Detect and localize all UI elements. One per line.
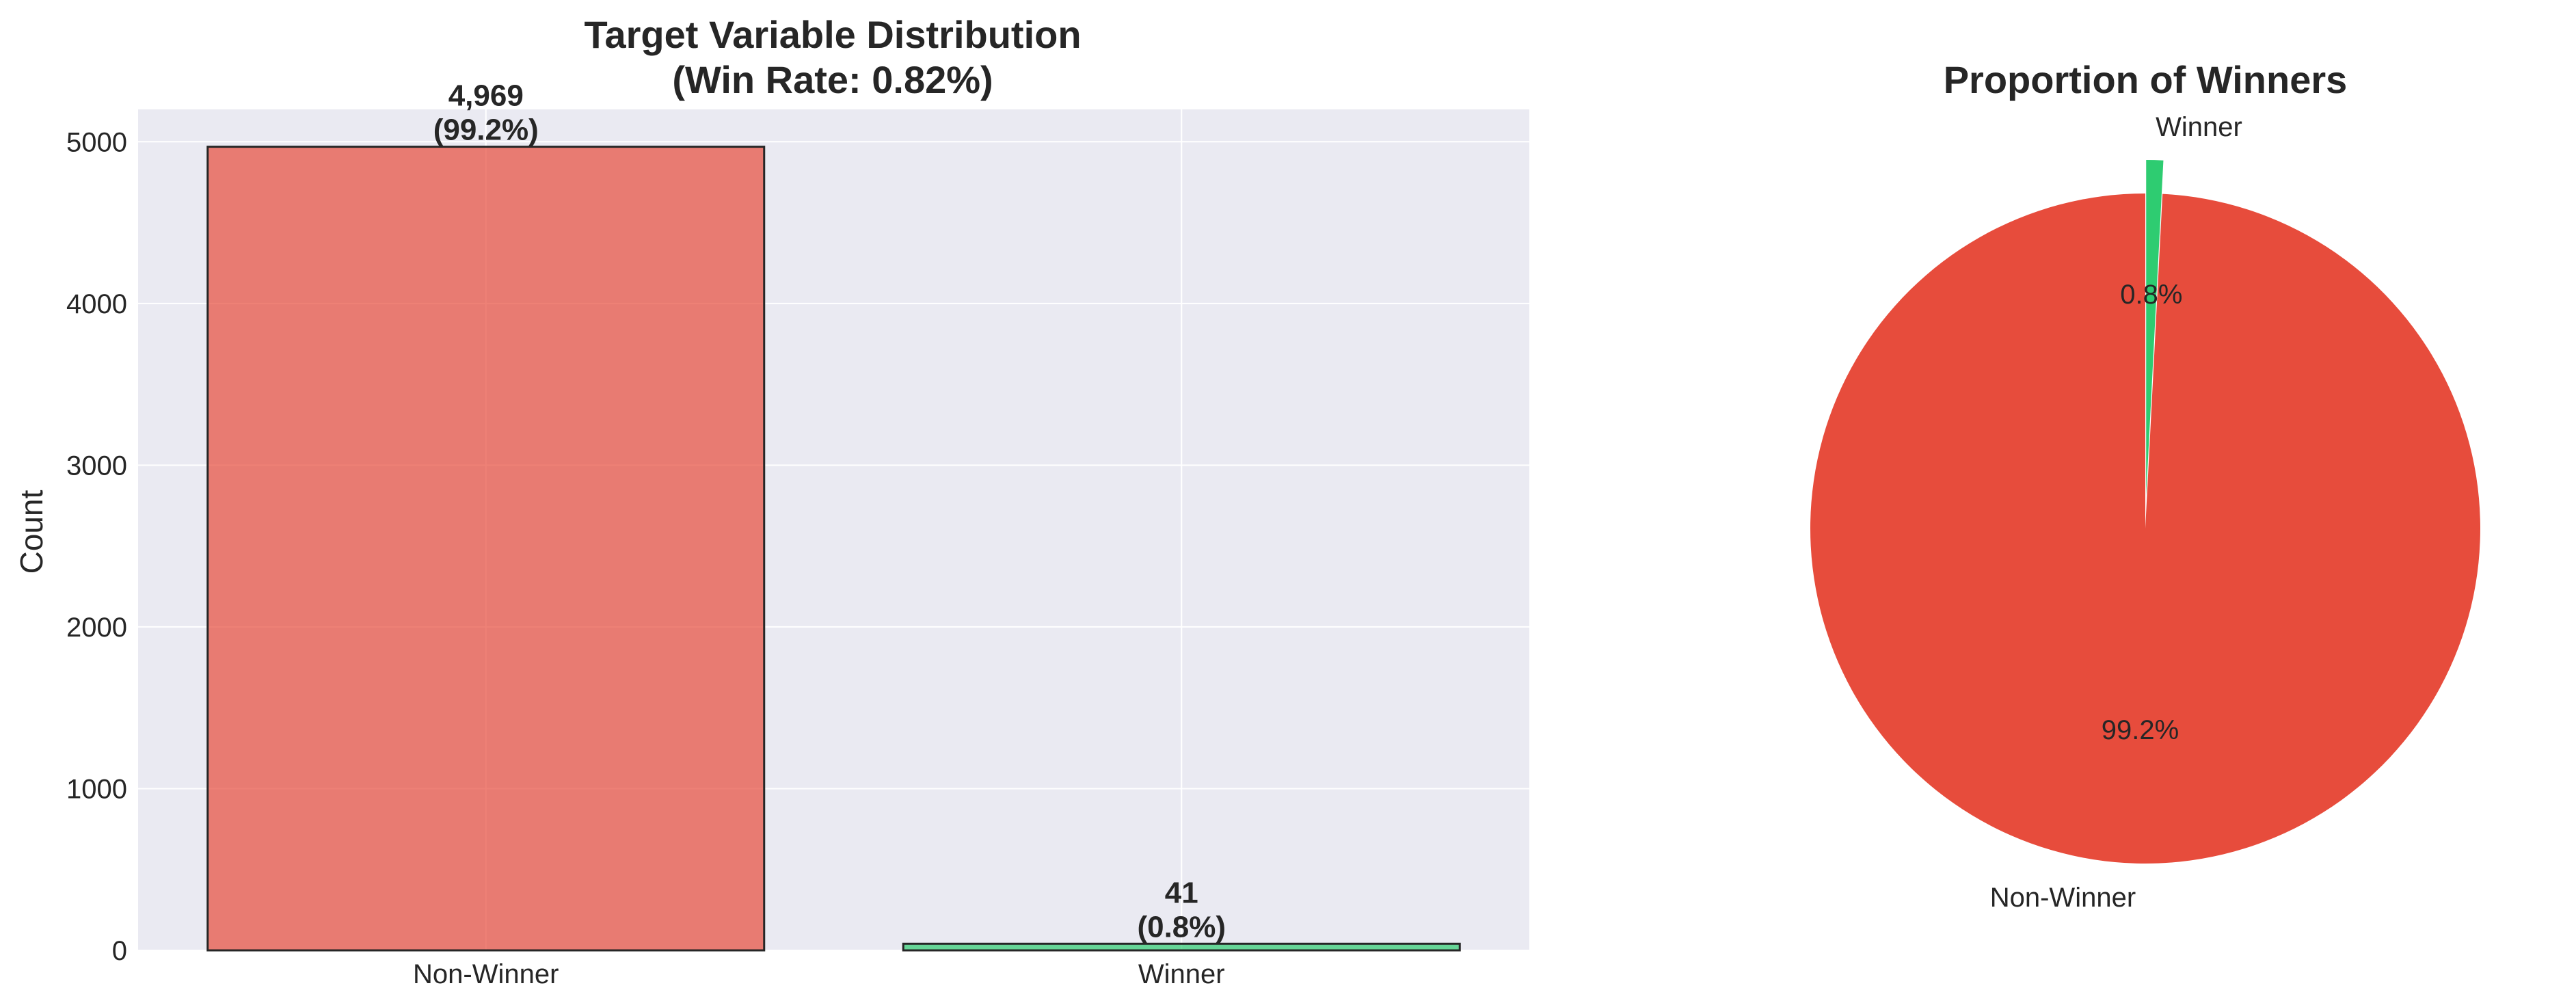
y-tick-label: 4000	[66, 289, 127, 319]
bar-value-label: 4,969	[448, 79, 524, 113]
pie-percent-label: 0.8%	[2120, 280, 2182, 310]
bar-non-winner	[206, 146, 766, 952]
bar-data-labels: 4,969(99.2%) 41(0.8%)	[433, 79, 1226, 944]
y-tick-label: 2000	[66, 613, 127, 643]
pie-chart-title: Proportion of Winners	[1944, 58, 2348, 101]
y-tick-label: 1000	[66, 774, 127, 804]
y-tick-label: 0	[112, 936, 127, 966]
y-tick-label: 5000	[66, 127, 127, 157]
bar-chart-title: Target Variable Distribution	[584, 13, 1081, 56]
pie-labels: 99.2% Non-Winner 0.8% Winner	[1990, 112, 2242, 913]
bar-percent-label: (0.8%)	[1137, 910, 1226, 944]
bar-chart: 0 1000 2000 3000 4000 5000 Non-Winner Winner 4…	[14, 13, 1529, 989]
bar-chart-subtitle: (Win Rate: 0.82%)	[672, 58, 993, 101]
x-tick-label: Winner	[1138, 959, 1225, 989]
y-tick-label: 3000	[66, 451, 127, 481]
y-tick-labels: 0 1000 2000 3000 4000 5000	[66, 127, 127, 966]
y-axis-label: Count	[14, 490, 49, 574]
bar-percent-label: (99.2%)	[433, 113, 539, 147]
pie-percent-label: 99.2%	[2102, 715, 2179, 745]
bar-winner	[902, 942, 1461, 952]
pie-category-label: Non-Winner	[1990, 883, 2136, 913]
pie-category-label: Winner	[2156, 112, 2242, 142]
pie-slice-non-winner	[1810, 193, 2480, 864]
bars	[206, 146, 1461, 952]
x-tick-labels: Non-Winner Winner	[413, 959, 1225, 989]
pie-slice-winner	[2146, 160, 2164, 496]
bar-value-label: 41	[1165, 876, 1198, 909]
pie-slices	[1810, 160, 2480, 864]
x-tick-label: Non-Winner	[413, 959, 559, 989]
pie-chart: Proportion of Winners 99.2% Non-Winner 0.8…	[1810, 58, 2480, 913]
